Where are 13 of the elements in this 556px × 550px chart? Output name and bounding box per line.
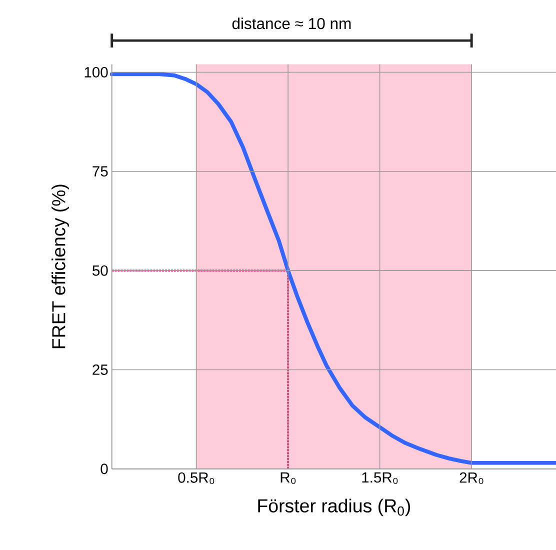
x-tick-label: 0.5R₀ [178, 472, 214, 484]
y-tick-label: 75 [92, 166, 108, 177]
x-tick-label: 1.5R₀ [362, 472, 398, 484]
y-tick-label: 25 [92, 364, 108, 375]
y-tick-label: 50 [92, 265, 108, 276]
text: distance ≈ 10 nm [232, 18, 351, 30]
y-tick-label: 0 [100, 464, 108, 474]
x-tick-label: 2R₀ [460, 472, 484, 484]
y-axis-title: FRET efficiency (%) [52, 184, 70, 348]
x-axis-title: Förster radius (R$_{0}$) [258, 498, 410, 516]
x-tick-label: R₀ [280, 472, 296, 484]
line-series [110, 72, 556, 465]
y-tick-label: 100 [84, 66, 108, 78]
